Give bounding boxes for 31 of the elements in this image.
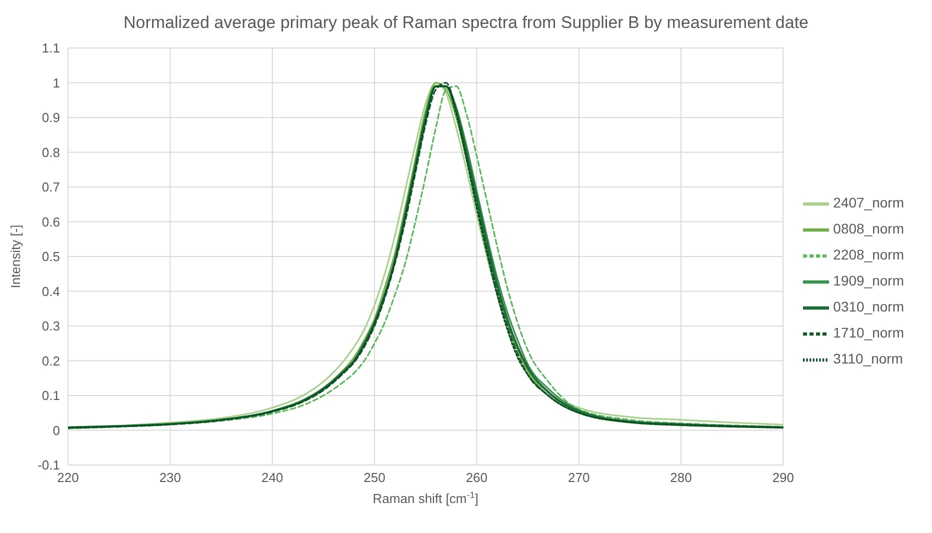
y-tick-label: 0.8 (42, 144, 60, 160)
legend-label: 0808_norm (833, 220, 904, 236)
y-tick-label: 0.3 (42, 318, 60, 334)
legend-label: 2208_norm (833, 246, 904, 262)
y-axis-title: Intensity [-] (8, 224, 23, 288)
legend-label: 2407_norm (833, 194, 904, 210)
x-axis-title: Raman shift [cm$^{-1}$] (372, 490, 478, 506)
y-tick-label: 0.2 (42, 353, 60, 368)
y-tick-label: 0 (52, 422, 60, 438)
y-tick-label: 0.9 (42, 110, 60, 126)
y-tick-label: -0.1 (38, 458, 60, 473)
y-tick-label: 1 (52, 75, 60, 90)
x-tick-label: 280 (670, 470, 692, 486)
chart-title: Normalized average primary peak of Raman spectra from Supplier B by measurement date (122, 12, 810, 34)
y-tick-label: 0.5 (42, 249, 60, 264)
x-tick-label: 270 (568, 470, 590, 486)
y-tick-label: 1.1 (42, 40, 60, 56)
x-tick-label: 240 (261, 470, 284, 486)
legend-label: 3110_norm (833, 350, 903, 366)
x-tick-label: 290 (772, 470, 794, 486)
legend-label: 1710_norm (833, 324, 904, 340)
legend-label: 0310_norm (833, 298, 904, 314)
legend-label: 1909_norm (833, 272, 904, 288)
x-tick-label: 260 (466, 470, 488, 486)
x-tick-label: 250 (364, 470, 386, 486)
x-tick-label: 230 (159, 470, 182, 486)
y-tick-label: 0.7 (42, 180, 60, 195)
x-tick-label: 220 (57, 470, 79, 486)
y-tick-label: 0.6 (42, 214, 60, 230)
y-tick-label: 0.4 (42, 284, 60, 299)
y-tick-label: 0.1 (42, 388, 60, 404)
